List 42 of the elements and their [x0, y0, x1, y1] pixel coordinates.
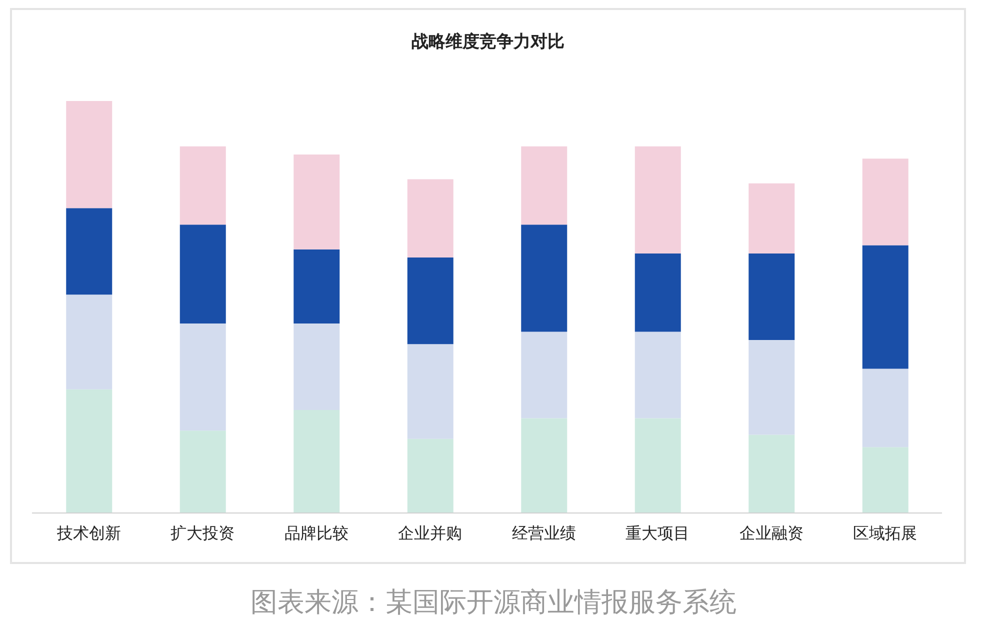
bar — [634, 146, 681, 254]
x-tick-label: 企业融资 — [739, 523, 804, 542]
text: 图表来源：某国际开源商业情报服务系统 — [250, 586, 738, 620]
bar — [407, 438, 454, 513]
bar — [66, 208, 112, 295]
bar — [66, 101, 112, 208]
x-tick-label: 区域拓展 — [853, 523, 918, 542]
bar — [407, 258, 454, 344]
bar — [180, 430, 226, 513]
bar — [521, 332, 568, 418]
x-tick-label: 技术创新 — [56, 523, 121, 542]
bar — [180, 323, 226, 431]
x-tick-label: 企业并购 — [398, 523, 462, 542]
bar — [180, 146, 226, 225]
bar — [634, 418, 681, 513]
x-tick-label: 扩大投资 — [170, 523, 235, 542]
chart-title: 战略维度竞争力对比 — [410, 31, 566, 53]
bar — [862, 245, 908, 369]
bar — [294, 249, 340, 324]
bar — [407, 179, 454, 258]
bar — [862, 158, 908, 246]
bar — [521, 146, 568, 225]
bar — [634, 332, 681, 418]
bar — [521, 418, 568, 513]
bar — [862, 368, 908, 448]
bar — [294, 323, 340, 410]
bar — [521, 224, 568, 332]
bar — [66, 294, 112, 390]
bar — [862, 447, 908, 513]
bar — [407, 344, 454, 439]
bar — [748, 183, 795, 254]
bar — [748, 434, 795, 513]
bar — [748, 340, 795, 435]
x-tick-label: 品牌比较 — [284, 523, 348, 542]
bar — [748, 253, 795, 340]
bar — [66, 389, 112, 513]
bar — [294, 154, 340, 250]
bar — [180, 224, 226, 324]
bar — [634, 253, 681, 332]
bar — [294, 410, 340, 513]
x-tick-label: 经营业绩 — [512, 523, 576, 542]
x-tick-label: 重大项目 — [626, 523, 690, 542]
